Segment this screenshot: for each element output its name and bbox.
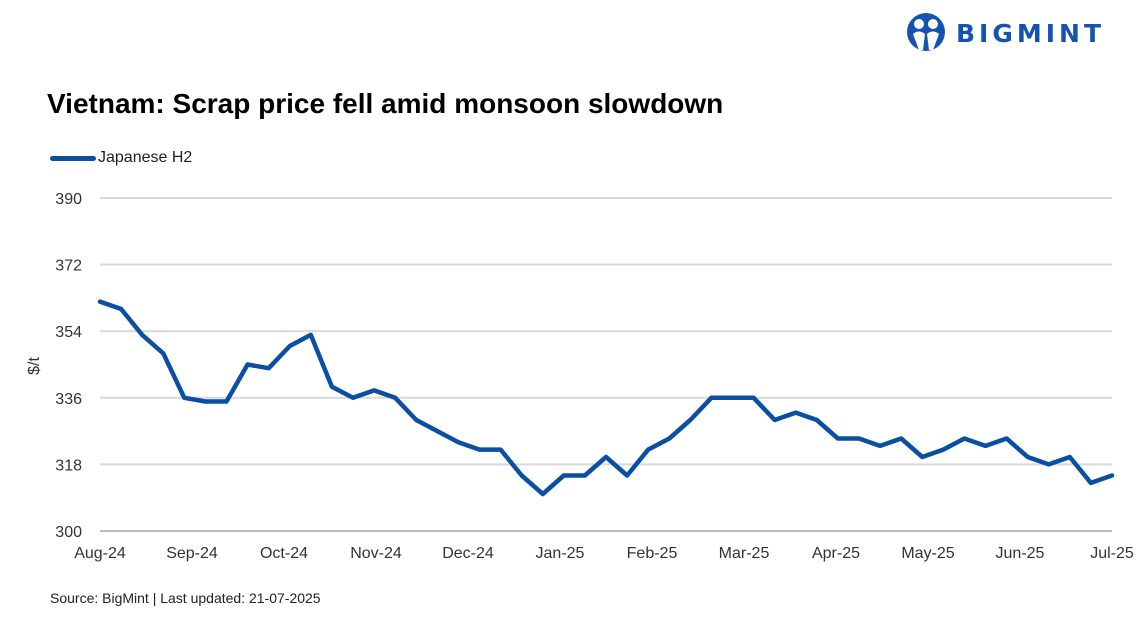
x-tick-label: May-25 — [901, 545, 954, 562]
bigmint-logo: BIGMINT — [906, 12, 1105, 54]
y-tick-label: 372 — [55, 258, 82, 275]
y-tick-label: 318 — [55, 457, 82, 474]
x-tick-label: Nov-24 — [350, 545, 402, 562]
source-note: Source: BigMint | Last updated: 21-07-20… — [50, 590, 321, 606]
y-tick-label: 390 — [55, 191, 82, 208]
x-tick-label: Sep-24 — [166, 545, 218, 562]
x-tick-label: Dec-24 — [442, 545, 494, 562]
legend: Japanese H2 — [50, 149, 192, 167]
y-tick-label: 354 — [55, 324, 82, 341]
x-tick-label: Jan-25 — [536, 545, 585, 562]
y-tick-label: 300 — [55, 524, 82, 541]
series-line-japanese-h2 — [97, 299, 1115, 497]
x-tick-label: Aug-24 — [74, 545, 126, 562]
legend-swatch — [50, 155, 96, 161]
x-tick-label: Oct-24 — [260, 545, 308, 562]
x-tick-label: Apr-25 — [812, 545, 860, 562]
chart-title: Vietnam: Scrap price fell amid monsoon s… — [47, 88, 724, 119]
x-tick-label: Feb-25 — [627, 545, 678, 562]
x-tick-label: Jul-25 — [1090, 545, 1134, 562]
x-tick-label: Jun-25 — [996, 545, 1045, 562]
y-tick-label: 336 — [55, 391, 82, 408]
logo-mark-icon — [907, 13, 945, 51]
x-tick-label: Mar-25 — [719, 545, 770, 562]
logo-text: BIGMINT — [956, 18, 1106, 48]
legend-label: Japanese H2 — [98, 149, 193, 166]
y-axis-label: $/t — [26, 357, 43, 375]
